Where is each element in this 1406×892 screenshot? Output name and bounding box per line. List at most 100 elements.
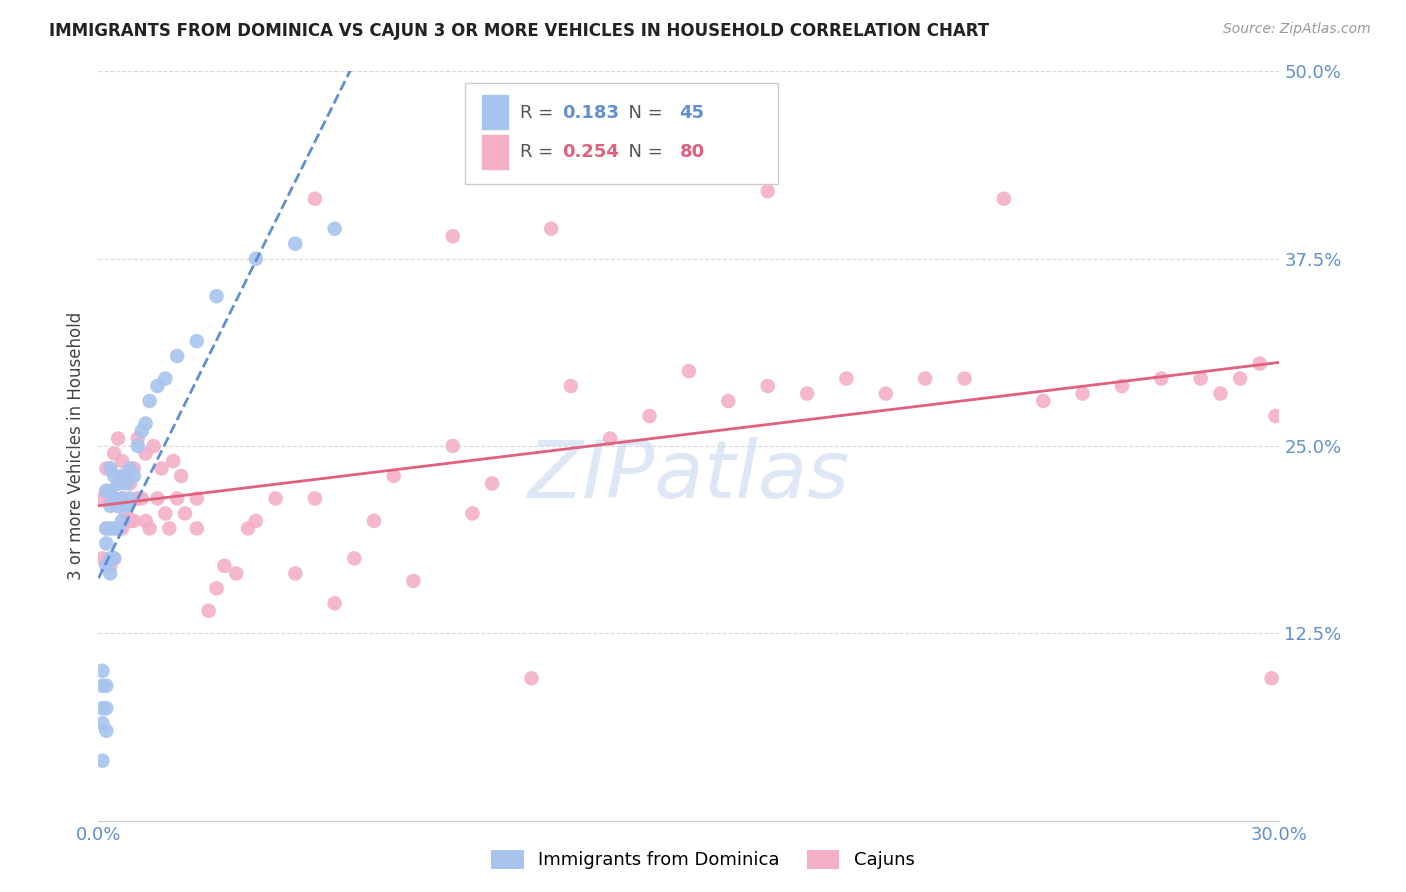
Point: [162, 454, 184, 468]
Point: [122, 514, 145, 528]
Point: [96, 461, 118, 475]
Point: [98, 558, 121, 573]
Point: [111, 454, 134, 468]
Point: [441, 229, 464, 244]
Point: [186, 334, 208, 348]
Point: [98, 521, 121, 535]
Point: [98, 483, 121, 498]
Legend: Immigrants from Dominica, Cajuns: Immigrants from Dominica, Cajuns: [482, 841, 924, 879]
Point: [157, 521, 180, 535]
Point: [236, 521, 259, 535]
Point: [186, 521, 208, 535]
Point: [1229, 371, 1251, 385]
Point: [186, 491, 208, 506]
Point: [103, 491, 125, 506]
Point: [98, 461, 121, 475]
Point: [111, 521, 134, 535]
Point: [756, 184, 779, 198]
Text: 0.183: 0.183: [562, 103, 620, 121]
Text: 45: 45: [679, 103, 704, 121]
Point: [142, 439, 165, 453]
Point: [155, 507, 177, 521]
Point: [96, 483, 118, 498]
Point: [225, 566, 247, 581]
Point: [1032, 394, 1054, 409]
Point: [205, 582, 228, 596]
Point: [107, 499, 129, 513]
Point: [1189, 371, 1212, 385]
Point: [1260, 671, 1282, 685]
Point: [91, 664, 114, 678]
Point: [214, 558, 236, 573]
Point: [678, 364, 700, 378]
Point: [96, 723, 118, 738]
Point: [756, 379, 779, 393]
Point: [1209, 386, 1232, 401]
Point: [1264, 409, 1286, 423]
Point: [304, 491, 326, 506]
Point: [131, 491, 153, 506]
Point: [166, 491, 188, 506]
Point: [382, 469, 405, 483]
Point: [111, 514, 134, 528]
Point: [174, 507, 197, 521]
Point: [343, 551, 366, 566]
Point: [115, 507, 138, 521]
Point: [115, 499, 138, 513]
Point: [155, 371, 177, 385]
Point: [323, 596, 346, 610]
Point: [166, 349, 188, 363]
Point: [1071, 386, 1094, 401]
Point: [91, 551, 114, 566]
Point: [98, 491, 121, 506]
Point: [560, 379, 582, 393]
Point: [115, 476, 138, 491]
Point: [96, 521, 118, 535]
Text: R =: R =: [520, 103, 560, 121]
Text: 0.254: 0.254: [562, 144, 620, 161]
Text: N =: N =: [617, 103, 668, 121]
Point: [96, 679, 118, 693]
Point: [304, 192, 326, 206]
Point: [796, 386, 818, 401]
Point: [146, 491, 169, 506]
Point: [197, 604, 219, 618]
Text: ZIPatlas: ZIPatlas: [527, 437, 851, 515]
Bar: [482, 135, 508, 169]
Point: [122, 461, 145, 475]
Point: [441, 439, 464, 453]
Point: [127, 439, 149, 453]
Point: [111, 491, 134, 506]
Point: [103, 551, 125, 566]
Point: [103, 521, 125, 535]
Point: [91, 754, 114, 768]
Point: [953, 371, 976, 385]
Point: [111, 491, 134, 506]
Bar: [482, 95, 508, 129]
Point: [131, 424, 153, 438]
Point: [323, 221, 346, 235]
Point: [993, 192, 1015, 206]
Point: [118, 514, 141, 528]
Point: [835, 371, 858, 385]
Point: [284, 566, 307, 581]
Point: [107, 521, 129, 535]
Point: [96, 701, 118, 715]
Point: [461, 507, 484, 521]
Point: [98, 461, 121, 475]
Point: [107, 476, 129, 491]
Point: [98, 499, 121, 513]
Point: [91, 716, 114, 731]
Point: [96, 483, 118, 498]
Point: [1111, 379, 1133, 393]
Point: [135, 417, 157, 431]
Point: [96, 536, 118, 550]
Point: [245, 252, 267, 266]
Point: [717, 394, 740, 409]
Point: [122, 469, 145, 483]
Point: [284, 236, 307, 251]
Y-axis label: 3 or more Vehicles in Household: 3 or more Vehicles in Household: [66, 312, 84, 580]
Point: [115, 469, 138, 483]
Point: [146, 379, 169, 393]
Point: [170, 469, 193, 483]
